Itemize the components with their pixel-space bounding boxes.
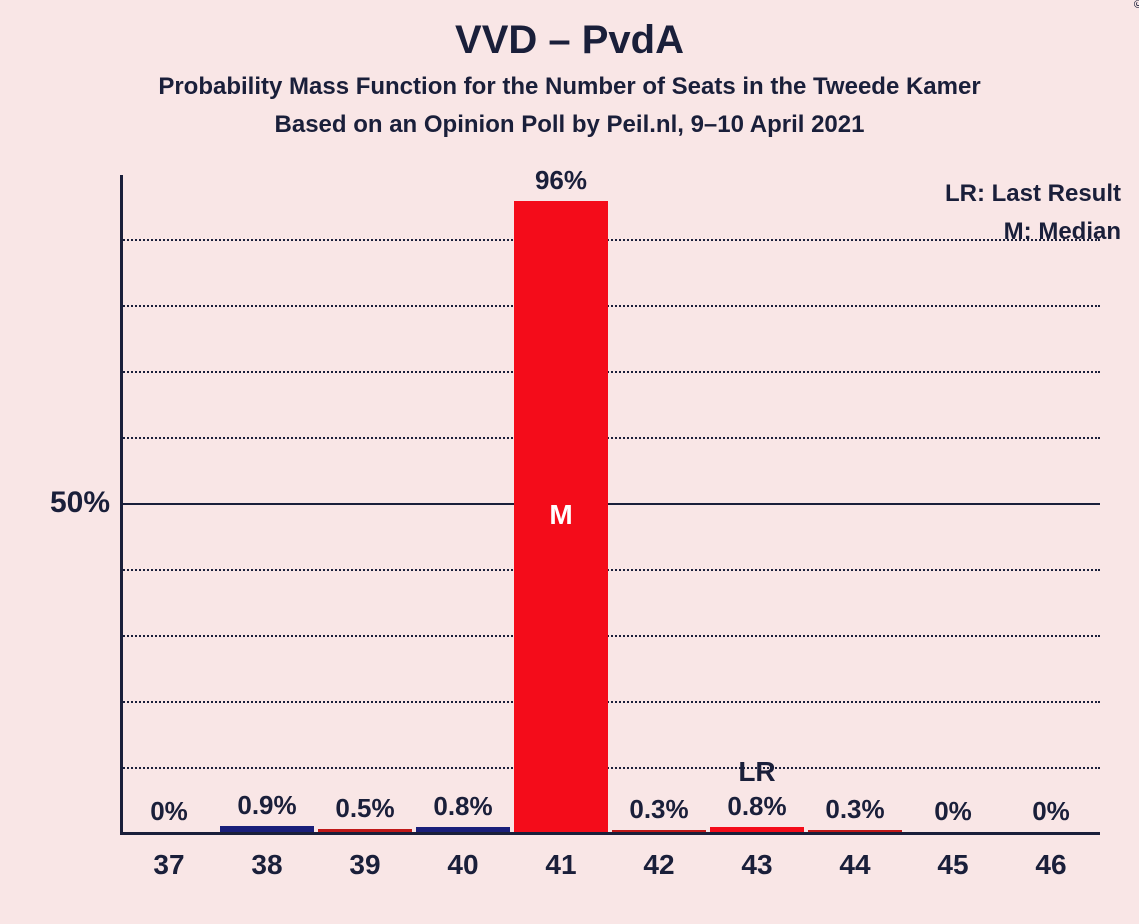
x-tick-label: 40 [414, 849, 512, 881]
x-tick-label: 46 [1002, 849, 1100, 881]
marker-median: M [512, 499, 610, 531]
x-tick-label: 37 [120, 849, 218, 881]
bar-value-label: 0.8% [414, 791, 512, 822]
gridline-minor [120, 305, 1100, 307]
bar-value-label: 0% [904, 796, 1002, 827]
gridline-minor [120, 371, 1100, 373]
chart-title: VVD – PvdA [0, 0, 1139, 63]
x-tick-label: 45 [904, 849, 1002, 881]
bar-value-label: 0.5% [316, 793, 414, 824]
bar-value-label: 96% [512, 165, 610, 196]
gridline-minor [120, 437, 1100, 439]
legend-m: M: Median [1004, 218, 1121, 246]
x-tick-label: 43 [708, 849, 806, 881]
bar-value-label: 0.8% [708, 791, 806, 822]
gridline-major [120, 503, 1100, 505]
bar [612, 830, 706, 832]
chart-subtitle-1: Probability Mass Function for the Number… [0, 73, 1139, 101]
x-tick-label: 39 [316, 849, 414, 881]
copyright-text: © 2021 Filip van Laenen [1133, 0, 1139, 8]
bar-value-label: 0.3% [806, 794, 904, 825]
x-tick-label: 41 [512, 849, 610, 881]
y-axis-label: 50% [20, 486, 110, 520]
x-tick-label: 42 [610, 849, 708, 881]
bar [318, 829, 412, 832]
gridline-minor [120, 569, 1100, 571]
x-tick-label: 38 [218, 849, 316, 881]
bar [808, 830, 902, 832]
bar [416, 827, 510, 832]
x-axis [120, 832, 1100, 835]
chart-plot-area: 50%0%370.9%380.5%390.8%4096%M410.3%420.8… [120, 175, 1100, 835]
y-axis [120, 175, 123, 835]
bar-value-label: 0% [1002, 796, 1100, 827]
legend-lr: LR: Last Result [945, 180, 1121, 208]
gridline-minor [120, 767, 1100, 769]
bar [220, 826, 314, 832]
chart-subtitle-2: Based on an Opinion Poll by Peil.nl, 9–1… [0, 111, 1139, 139]
x-tick-label: 44 [806, 849, 904, 881]
bar-value-label: 0% [120, 796, 218, 827]
bar-value-label: 0.9% [218, 790, 316, 821]
gridline-minor [120, 701, 1100, 703]
gridline-minor [120, 635, 1100, 637]
bar-value-label: 0.3% [610, 794, 708, 825]
marker-last-result: LR [708, 756, 806, 788]
bar [710, 827, 804, 832]
gridline-minor [120, 239, 1100, 241]
